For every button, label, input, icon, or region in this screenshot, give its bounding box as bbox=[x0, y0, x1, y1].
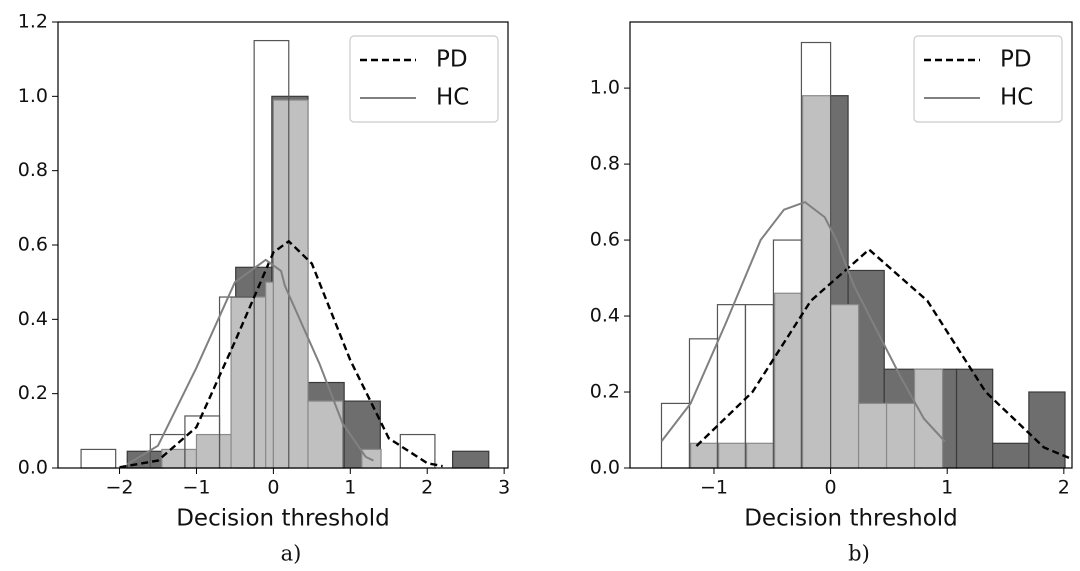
x-axis-label: Decision threshold bbox=[176, 506, 390, 532]
histogram-bar bbox=[1028, 391, 1066, 469]
legend-box bbox=[913, 35, 1063, 123]
y-tick-label: 0.4 bbox=[18, 308, 48, 330]
histogram-bar bbox=[992, 442, 1030, 469]
caption: a) bbox=[281, 542, 302, 566]
legend-label: PD bbox=[436, 47, 468, 73]
histogram-bar bbox=[265, 281, 274, 469]
histogram-bar bbox=[857, 402, 888, 469]
x-tick-label: 2 bbox=[1058, 477, 1070, 499]
x-axis-label: Decision threshold bbox=[744, 506, 958, 532]
histogram-bar bbox=[802, 95, 832, 469]
y-tick-label: 0.0 bbox=[18, 457, 48, 479]
histogram-bar bbox=[195, 433, 232, 469]
histogram-bar bbox=[230, 296, 267, 469]
curve bbox=[660, 200, 946, 443]
x-tick-label: 0 bbox=[267, 477, 279, 499]
y-tick-label: 1.2 bbox=[18, 11, 48, 33]
histogram-bar bbox=[774, 292, 804, 469]
y-tick-label: 0.4 bbox=[590, 305, 620, 327]
y-tick-label: 0.0 bbox=[590, 457, 620, 479]
histogram-bar bbox=[80, 448, 117, 469]
y-tick-label: 0.6 bbox=[18, 234, 48, 256]
histogram-bar bbox=[718, 442, 748, 469]
x-tick-label: 0 bbox=[825, 477, 837, 499]
y-tick-label: 1.0 bbox=[18, 85, 48, 107]
curve bbox=[119, 239, 443, 469]
panel: −2 −1 0 1 2 3 0.0 0.2 0.4 0.6 0.8 1.0 1.2 Decision th… bbox=[18, 11, 510, 566]
x-tick-label: 3 bbox=[498, 477, 510, 499]
y-tick-label: 0.2 bbox=[18, 382, 48, 404]
legend-label: PD bbox=[1000, 47, 1032, 73]
histogram-bar bbox=[399, 433, 436, 469]
x-tick-label: 2 bbox=[421, 477, 433, 499]
histogram-bar bbox=[161, 448, 198, 469]
y-tick-label: 0.2 bbox=[590, 381, 620, 403]
curve bbox=[126, 258, 374, 466]
panel: −1 0 1 2 0.0 0.2 0.4 0.6 0.8 1.0 Decision threshol… bbox=[590, 21, 1073, 566]
histogram-bar bbox=[955, 368, 994, 469]
histogram-bar bbox=[913, 368, 944, 469]
legend-box bbox=[349, 35, 499, 123]
legend-label: HC bbox=[436, 85, 469, 111]
curve bbox=[695, 247, 1071, 460]
y-tick-label: 0.8 bbox=[590, 153, 620, 175]
histogram-bar bbox=[746, 442, 776, 469]
x-tick-label: 1 bbox=[941, 477, 953, 499]
y-tick-label: 1.0 bbox=[590, 77, 620, 99]
histogram-bar bbox=[272, 99, 309, 469]
axes-frame bbox=[629, 21, 1073, 469]
histogram-bar bbox=[829, 304, 860, 469]
histogram-bar bbox=[885, 402, 916, 469]
x-tick-label: −1 bbox=[182, 477, 210, 499]
x-tick-label: −2 bbox=[106, 477, 134, 499]
histogram-bar bbox=[690, 442, 720, 469]
x-tick-label: 1 bbox=[344, 477, 356, 499]
histogram-bar bbox=[452, 450, 490, 469]
x-tick-label: −1 bbox=[700, 477, 728, 499]
caption: b) bbox=[848, 542, 870, 566]
legend-label: HC bbox=[1000, 85, 1033, 111]
y-tick-label: 0.8 bbox=[18, 159, 48, 181]
y-tick-label: 0.6 bbox=[590, 229, 620, 251]
